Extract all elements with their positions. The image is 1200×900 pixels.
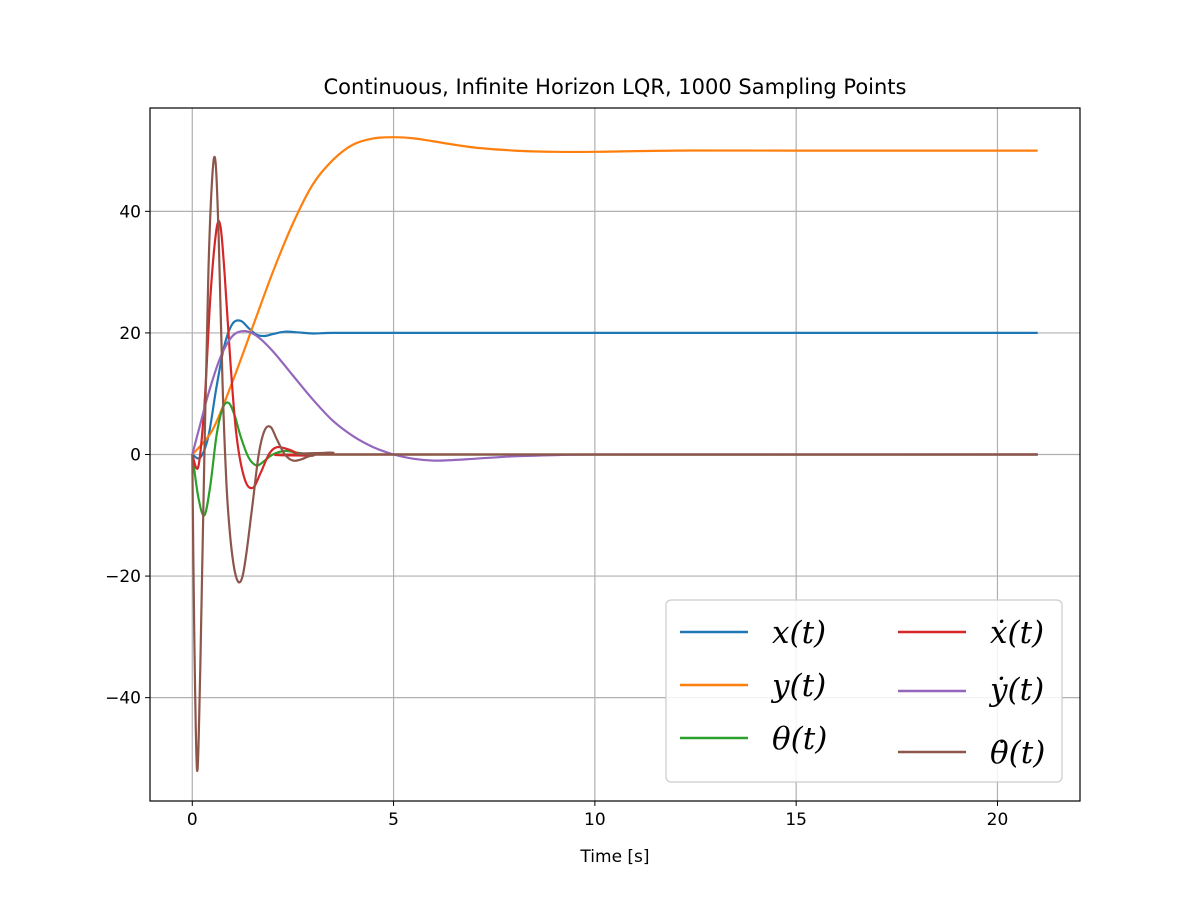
y-tick-label: −20 xyxy=(105,567,141,587)
y-tick-label: 20 xyxy=(119,324,141,344)
legend: x(t) y(t) θ(t) ẋ(t) ẏ(t) θ̇(t) xyxy=(665,599,1063,783)
x-tick-label: 0 xyxy=(187,810,198,830)
legend-label-4: ẋ(t) xyxy=(990,615,1044,651)
x-tick-label: 10 xyxy=(584,810,606,830)
legend-label-3: θ(t) xyxy=(772,721,827,757)
legend-label-5: ẏ(t) xyxy=(988,672,1044,708)
y-tick-label: 40 xyxy=(119,202,141,222)
legend-label-1: x(t) xyxy=(772,615,826,651)
x-axis-label: Time [s] xyxy=(579,847,649,867)
x-tick-label: 15 xyxy=(785,810,807,830)
x-tick-label: 5 xyxy=(388,810,399,830)
legend-box xyxy=(665,599,1063,783)
y-tick-label: 0 xyxy=(130,446,141,466)
series-line-4 xyxy=(191,219,1038,490)
y-tick-label: −40 xyxy=(105,689,141,709)
ticks: 0 5 10 15 20 −40 −20 0 20 40 xyxy=(105,202,1008,830)
series-line-6 xyxy=(191,155,1038,772)
series-line-1 xyxy=(191,319,1038,460)
x-tick-label: 20 xyxy=(987,810,1009,830)
legend-label-6: θ̇(t) xyxy=(990,735,1045,771)
series-line-2 xyxy=(191,136,1038,456)
chart-title: Continuous, Infinite Horizon LQR, 1000 S… xyxy=(324,75,907,99)
legend-label-2: y(t) xyxy=(770,668,826,704)
series-layer xyxy=(191,136,1038,772)
